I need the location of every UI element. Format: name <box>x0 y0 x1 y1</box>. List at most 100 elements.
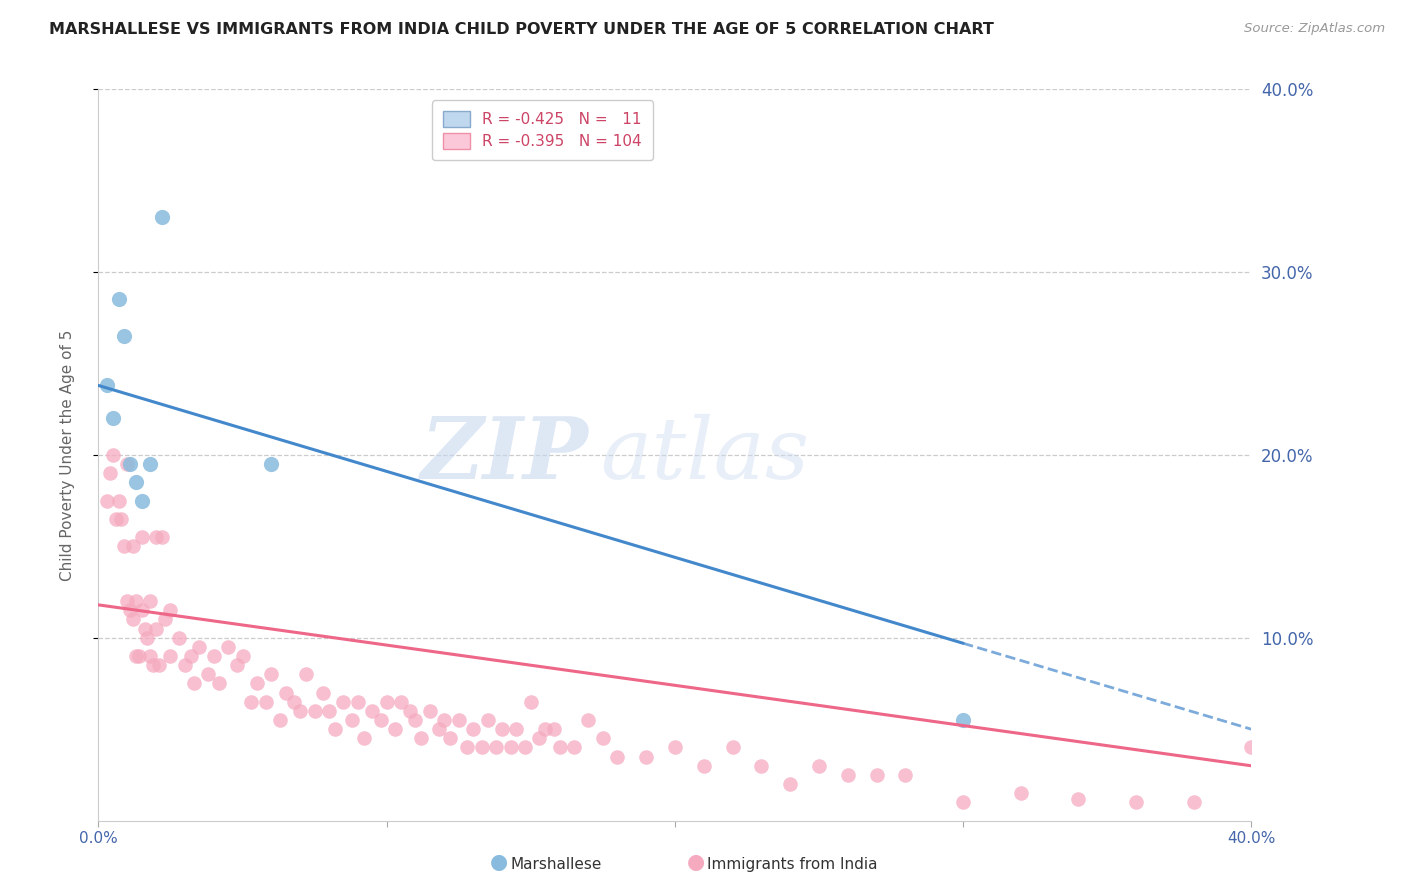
Point <box>1067 791 1090 805</box>
Point <box>120 603 142 617</box>
Point <box>312 686 335 700</box>
Point <box>290 704 312 718</box>
Text: Source: ZipAtlas.com: Source: ZipAtlas.com <box>1244 22 1385 36</box>
Point <box>96 493 118 508</box>
Point <box>375 695 398 709</box>
Point <box>260 667 283 681</box>
Point <box>188 640 211 654</box>
Point <box>139 649 162 664</box>
Point <box>269 713 291 727</box>
Point <box>104 512 127 526</box>
Point <box>384 723 406 737</box>
Point <box>167 631 190 645</box>
Point <box>499 740 522 755</box>
Point <box>543 723 565 737</box>
Point <box>96 378 118 392</box>
Point <box>110 512 132 526</box>
Point <box>866 768 889 782</box>
Point <box>471 740 494 755</box>
Point <box>353 731 375 746</box>
Point <box>131 530 153 544</box>
Point <box>578 713 600 727</box>
Point <box>837 768 859 782</box>
Point <box>107 293 129 307</box>
Text: MARSHALLESE VS IMMIGRANTS FROM INDIA CHILD POVERTY UNDER THE AGE OF 5 CORRELATIO: MARSHALLESE VS IMMIGRANTS FROM INDIA CHI… <box>49 22 994 37</box>
Point <box>197 667 219 681</box>
Point <box>361 704 384 718</box>
Point <box>808 758 831 772</box>
Point <box>664 740 686 755</box>
Point <box>120 457 142 471</box>
Point <box>477 713 499 727</box>
Point <box>142 658 165 673</box>
Point <box>389 695 412 709</box>
Point <box>150 530 173 544</box>
Text: ZIP: ZIP <box>420 413 589 497</box>
Point <box>295 667 318 681</box>
Point <box>534 723 557 737</box>
Point <box>693 758 716 772</box>
Point <box>139 457 162 471</box>
Point <box>411 731 433 746</box>
Point <box>148 658 170 673</box>
Point <box>323 723 346 737</box>
Point <box>721 740 744 755</box>
Point <box>112 329 135 343</box>
Legend: R = -0.425   N =   11, R = -0.395   N = 104: R = -0.425 N = 11, R = -0.395 N = 104 <box>432 101 652 160</box>
Point <box>952 713 974 727</box>
Point <box>107 493 129 508</box>
Point <box>427 723 450 737</box>
Point <box>101 448 124 462</box>
Point <box>332 695 354 709</box>
Point <box>180 649 202 664</box>
Point <box>491 723 513 737</box>
Y-axis label: Child Poverty Under the Age of 5: Child Poverty Under the Age of 5 <box>60 329 75 581</box>
Point <box>240 695 263 709</box>
Point <box>606 749 628 764</box>
Point <box>122 613 145 627</box>
Point <box>136 631 159 645</box>
Point <box>202 649 225 664</box>
Point <box>150 210 173 224</box>
Point <box>117 457 139 471</box>
Point <box>370 713 392 727</box>
Point <box>283 695 305 709</box>
Point <box>419 704 441 718</box>
Point <box>318 704 340 718</box>
Point <box>1182 796 1205 810</box>
Point <box>779 777 801 791</box>
Point <box>98 466 121 480</box>
Point <box>304 704 326 718</box>
Point <box>246 676 269 690</box>
Point <box>159 603 181 617</box>
Point <box>447 713 470 727</box>
Text: atlas: atlas <box>600 414 808 496</box>
Point <box>217 640 239 654</box>
Point <box>225 658 247 673</box>
Point <box>260 457 283 471</box>
Point <box>456 740 478 755</box>
Point <box>174 658 197 673</box>
Text: Immigrants from India: Immigrants from India <box>707 857 877 872</box>
Point <box>592 731 614 746</box>
Point <box>101 411 124 425</box>
Point <box>125 475 148 490</box>
Text: ●: ● <box>688 853 704 872</box>
Point <box>548 740 571 755</box>
Point <box>231 649 254 664</box>
Point <box>131 493 153 508</box>
Point <box>112 539 135 553</box>
Point <box>128 649 150 664</box>
Point <box>520 695 543 709</box>
Point <box>145 622 167 636</box>
Point <box>562 740 585 755</box>
Point <box>346 695 368 709</box>
Point <box>505 723 527 737</box>
Text: Marshallese: Marshallese <box>510 857 602 872</box>
Point <box>340 713 363 727</box>
Point <box>159 649 181 664</box>
Point <box>894 768 917 782</box>
Point <box>433 713 456 727</box>
Point <box>208 676 231 690</box>
Point <box>398 704 420 718</box>
